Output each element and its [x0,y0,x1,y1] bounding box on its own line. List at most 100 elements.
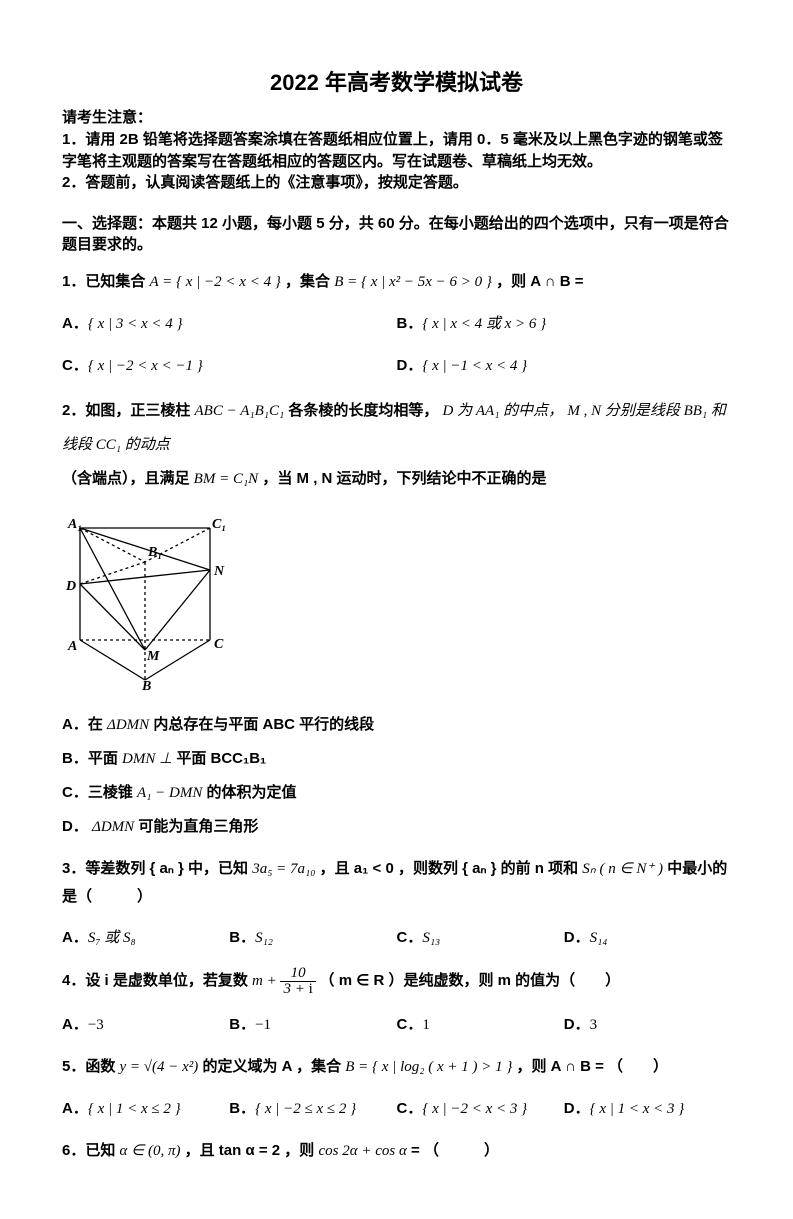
page: 2022 年高考数学模拟试卷 请考生注意： 1．请用 2B 铅笔将选择题答案涂填… [0,0,793,1219]
q1-optB-math: { x | x < 4 或 x > 6 } [422,316,546,332]
q5-optA-math: { x | 1 < x ≤ 2 } [88,1101,181,1117]
q1-option-D: D．{ x | −1 < x < 4 } [397,352,732,380]
q5-y: y = √(4 − x²) [120,1059,199,1075]
section-title-1: 一、选择题：本题共 12 小题，每小题 5 分，共 60 分。在每小题给出的四个… [62,212,731,254]
q3-option-A: A．S₇ 或 S₈ [62,924,229,952]
svg-text:N: N [213,564,225,579]
q5-option-A: A．{ x | 1 < x ≤ 2 } [62,1095,229,1123]
q4-option-A: A．−3 [62,1011,229,1039]
q3-eq1: 3a₅ = 7a₁₀ [252,861,315,877]
q2-optB-post: 平面 BCC₁B₁ [176,750,266,767]
svg-text:C: C [214,637,224,652]
q4-stem-pre: 4．设 i 是虚数单位，若复数 [62,972,252,989]
q5-option-B: B．{ x | −2 ≤ x ≤ 2 } [229,1095,396,1123]
q4-option-C: C．1 [397,1011,564,1039]
q2-stem2-post: ，当 M , N 运动时，下列结论中不正确的是 [262,470,546,487]
q2-option-D: D． ΔDMN 可能为直角三角形 [62,813,731,841]
q6-alpha: α ∈ (0, π) [120,1143,181,1159]
q4-option-D: D．3 [564,1011,731,1039]
q1-optC-math: { x | −2 < x < −1 } [88,358,203,374]
q1-option-A: A．{ x | 3 < x < 4 } [62,310,397,338]
q1-optD-math: { x | −1 < x < 4 } [422,358,527,374]
question-1: 1．已知集合 A = { x | −2 < x < 4 } ，集合 B = { … [62,268,731,296]
svg-text:D: D [65,579,76,594]
q2-stem2-pre: （含端点），且满足 [62,470,194,487]
q5-optB-math: { x | −2 ≤ x ≤ 2 } [255,1101,356,1117]
q2-optC-pre: C．三棱锥 [62,784,137,801]
q4-expr: m + 10 3 + i [252,973,320,989]
q2-optD-math: ΔDMN [92,819,134,835]
q3-options: A．S₇ 或 S₈ B．S₁₂ C．S₁₃ D．S₁₄ [62,924,731,952]
q3-optB-math: S₁₂ [255,930,273,946]
q6-stem-post: = （ ） [411,1142,499,1159]
q5-options: A．{ x | 1 < x ≤ 2 } B．{ x | −2 ≤ x ≤ 2 }… [62,1095,731,1123]
q1-stem-mid: ，集合 [285,273,334,290]
q2-option-B: B．平面 DMN ⊥ 平面 BCC₁B₁ [62,745,731,773]
q5-stem-pre: 5．函数 [62,1058,120,1075]
q1-optA-math: { x | 3 < x < 4 } [88,316,183,332]
q3-stem-mid: ，且 a₁ < 0 ，则数列 { aₙ } 的前 n 项和 [320,860,583,877]
q2-optC-math: A₁ − DMN [137,785,202,801]
q1-option-C: C．{ x | −2 < x < −1 } [62,352,397,380]
q6-expr: cos 2α + cos α [318,1143,406,1159]
q2-option-C: C．三棱锥 A₁ − DMN 的体积为定值 [62,779,731,807]
q4-optB-val: −1 [255,1017,271,1033]
q4-optC-val: 1 [422,1017,430,1033]
q5-optD-math: { x | 1 < x < 3 } [590,1101,685,1117]
q2-optD-post: 可能为直角三角形 [138,818,258,835]
question-5: 5．函数 y = √(4 − x²) 的定义域为 A ，集合 B = { x |… [62,1053,731,1081]
q1-set-B: B = { x | x² − 5x − 6 > 0 } [334,274,492,290]
q3-optD-math: S₁₄ [590,930,608,946]
question-4: 4．设 i 是虚数单位，若复数 m + 10 3 + i （ m ∈ R ）是纯… [62,966,731,997]
q5-stem-post: ，则 A ∩ B = （ ） [517,1058,669,1075]
q5-option-C: C．{ x | −2 < x < 3 } [397,1095,564,1123]
q1-option-B: B．{ x | x < 4 或 x > 6 } [397,310,732,338]
q2-optA-pre: A．在 [62,716,107,733]
q2-optA-math: ΔDMN [107,717,149,733]
q2-stem1-pre: 2．如图，正三棱柱 [62,402,195,419]
notice-line-2: 2．答题前，认真阅读答题纸上的《注意事项》，按规定答题。 [62,172,731,194]
q1-stem-pre: 1．已知集合 [62,273,150,290]
svg-text:C₁: C₁ [212,517,226,532]
q2-prism-name: ABC − A₁B₁C₁ [195,403,285,419]
q5-optC-math: { x | −2 < x < 3 } [422,1101,527,1117]
q3-option-C: C．S₁₃ [397,924,564,952]
q4-option-B: B．−1 [229,1011,396,1039]
q4-optD-val: 3 [590,1017,598,1033]
svg-text:B: B [141,679,151,690]
q4-optA-val: −3 [88,1017,104,1033]
q2-optD-pre: D． [62,818,88,835]
q6-stem-mid: ，且 tan α = 2 ，则 [185,1142,319,1159]
q1-stem-post: ，则 A ∩ B = [496,273,583,290]
svg-text:A: A [67,639,77,654]
notice-line-1: 1．请用 2B 铅笔将选择题答案涂填在答题纸相应位置上，请用 0．5 毫米及以上… [62,129,731,173]
q3-option-D: D．S₁₄ [564,924,731,952]
prism-svg: A₁ C₁ B₁ D N M A C B [62,510,227,690]
svg-text:B₁: B₁ [147,545,162,560]
q2-diagram: A₁ C₁ B₁ D N M A C B [62,510,731,695]
q3-optA-math: S₇ 或 S₈ [88,930,136,946]
question-6: 6．已知 α ∈ (0, π) ，且 tan α = 2 ，则 cos 2α +… [62,1137,731,1165]
q5-B: B = { x | log₂ ( x + 1 ) > 1 } [345,1059,512,1075]
q3-stem-pre: 3．等差数列 { aₙ } 中，已知 [62,860,252,877]
question-2: 2．如图，正三棱柱 ABC − A₁B₁C₁ 各条棱的长度均相等， D 为 AA… [62,394,731,496]
q2-options: A．在 ΔDMN 内总存在与平面 ABC 平行的线段 B．平面 DMN ⊥ 平面… [62,711,731,841]
q2-optB-pre: B．平面 [62,750,122,767]
q3-optC-math: S₁₃ [422,930,440,946]
q6-stem-pre: 6．已知 [62,1142,120,1159]
notice-head: 请考生注意： [62,107,731,129]
q5-stem-mid: 的定义域为 A ，集合 [202,1058,345,1075]
svg-text:A₁: A₁ [67,517,82,532]
q2-optB-math: DMN ⊥ [122,751,172,767]
q2-option-A: A．在 ΔDMN 内总存在与平面 ABC 平行的线段 [62,711,731,739]
q1-options: A．{ x | 3 < x < 4 } B．{ x | x < 4 或 x > … [62,310,731,380]
svg-text:M: M [146,649,160,664]
q1-set-A: A = { x | −2 < x < 4 } [150,274,281,290]
q3-Sn: Sₙ ( n ∈ N⁺ ) [582,861,663,877]
page-title: 2022 年高考数学模拟试卷 [62,65,731,97]
question-3: 3．等差数列 { aₙ } 中，已知 3a₅ = 7a₁₀ ，且 a₁ < 0 … [62,855,731,910]
q5-option-D: D．{ x | 1 < x < 3 } [564,1095,731,1123]
q2-stem1-post: 各条棱的长度均相等， [288,402,438,419]
q3-option-B: B．S₁₂ [229,924,396,952]
notice-block: 请考生注意： 1．请用 2B 铅笔将选择题答案涂填在答题纸相应位置上，请用 0．… [62,107,731,194]
